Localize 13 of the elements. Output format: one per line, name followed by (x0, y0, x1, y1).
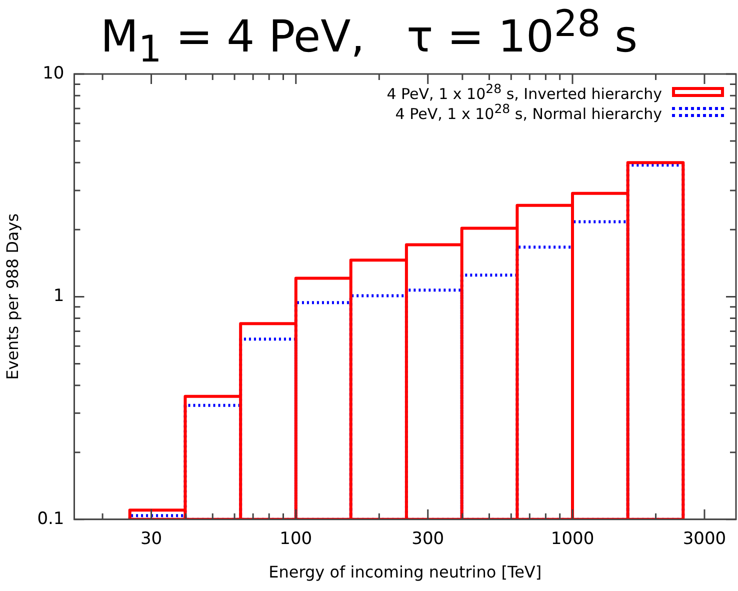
legend-label: 4 PeV, 1 x 10$^{28}$ s, Inverted hierarchy (386, 81, 662, 103)
y-axis-title: Events per 988 Days (2, 213, 22, 380)
x-tick-label: 1000 (550, 529, 594, 550)
x-tick-label: 3000 (682, 529, 726, 550)
y-tick-label: 1 (53, 286, 64, 306)
x-tick-label: 100 (280, 529, 312, 550)
y-tick-label: 10 (42, 63, 64, 84)
chart-title: M$_{1}$ = 4 PeV, τ = 10$^{28}$ s (100, 2, 638, 70)
legend-label: 4 PeV, 1 x 10$^{28}$ s, Normal hierarchy (395, 101, 662, 123)
y-tick-label: 0.1 (37, 508, 64, 529)
x-tick-label: 30 (140, 529, 162, 550)
x-axis-title: Energy of incoming neutrino [TeV] (268, 562, 542, 582)
x-tick-label: 300 (412, 529, 444, 550)
